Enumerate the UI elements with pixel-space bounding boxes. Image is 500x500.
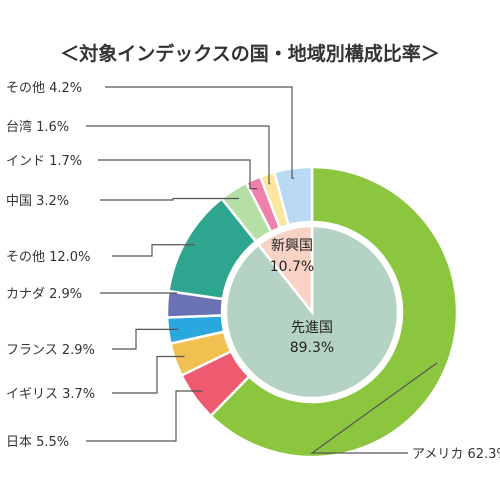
leader-line-9 (105, 86, 295, 179)
outer-label-8: 台湾 1.6% (6, 119, 69, 135)
leader-line-3 (112, 328, 179, 350)
outer-label-5: その他 12.0% (6, 250, 90, 265)
leader-lines (86, 86, 438, 454)
outer-label-2: イギリス 3.7% (6, 387, 95, 402)
inner-label-value-1: 10.7% (270, 259, 314, 275)
leader-line-5 (112, 244, 195, 257)
leader-line-2 (112, 355, 185, 394)
leader-line-6 (100, 197, 239, 201)
leader-line-0 (310, 362, 438, 454)
outer-slice-9 (272, 165, 314, 227)
outer-label-4: カナダ 2.9% (6, 287, 82, 302)
outer-label-7: インド 1.7% (6, 154, 82, 169)
inner-slice-1 (256, 224, 314, 316)
chart-title: ＜対象インデックスの国・地域別構成比率＞ (60, 42, 439, 65)
inner-label-name-0: 先進国 (291, 320, 333, 336)
leader-line-7 (98, 159, 258, 190)
outer-ring (165, 165, 459, 459)
outer-label-0: アメリカ 62.3% (412, 447, 500, 462)
outer-label-9: その他 4.2% (6, 81, 82, 96)
inner-ring (224, 224, 400, 400)
outer-slice-0 (208, 165, 459, 459)
leader-line-1 (86, 390, 203, 442)
leader-line-8 (86, 125, 271, 185)
outer-label-6: 中国 3.2% (6, 194, 69, 209)
outer-label-3: フランス 2.9% (6, 343, 95, 358)
inner-label-value-0: 89.3% (290, 340, 334, 356)
slice-labels: 先進国 89.3% 新興国 10.7% アメリカ 62.3% 日本 5.5% イギリス 3.… (6, 81, 500, 462)
outer-label-1: 日本 5.5% (6, 435, 69, 450)
inner-label-name-1: 新興国 (271, 238, 313, 254)
